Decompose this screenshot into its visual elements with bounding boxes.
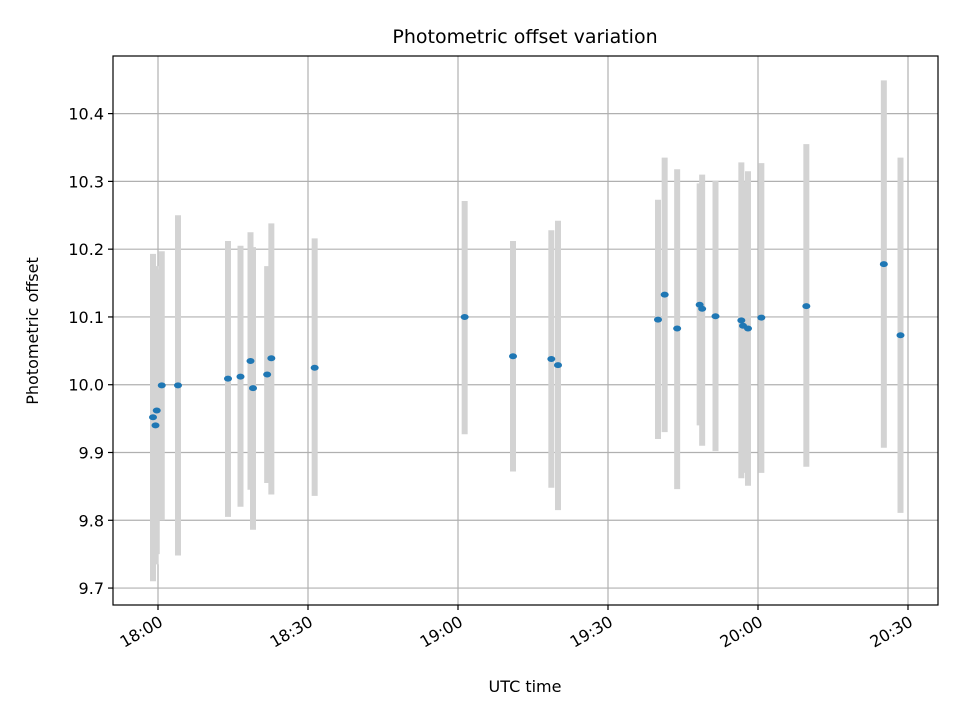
data-point <box>249 385 257 392</box>
y-tick-label: 9.8 <box>79 511 104 530</box>
data-point <box>757 314 766 321</box>
x-axis-label: UTC time <box>489 677 562 696</box>
data-point <box>744 325 752 332</box>
data-point <box>660 291 669 298</box>
y-tick-label: 10.4 <box>68 105 104 124</box>
data-point <box>157 382 166 389</box>
y-tick-label: 9.7 <box>79 579 104 598</box>
data-point <box>310 364 319 371</box>
data-point <box>236 373 245 380</box>
data-point <box>879 261 888 268</box>
data-point <box>267 355 276 362</box>
data-point <box>698 305 707 312</box>
plot-frame <box>112 55 939 606</box>
y-tick-label: 10.0 <box>68 376 104 395</box>
data-point <box>460 313 469 320</box>
data-point <box>151 422 160 429</box>
y-tick-label: 9.9 <box>79 444 104 463</box>
y-axis-label: Photometric offset <box>23 257 42 405</box>
data-point <box>152 407 161 414</box>
data-point <box>149 414 157 421</box>
data-point <box>737 317 746 324</box>
data-point <box>547 355 556 362</box>
data-point <box>673 325 682 332</box>
data-point <box>896 332 905 339</box>
y-tick-label: 10.2 <box>68 240 104 259</box>
data-point <box>654 316 662 323</box>
data-point <box>224 375 232 382</box>
y-tick-label: 10.3 <box>68 172 104 191</box>
y-tick-label: 10.1 <box>68 308 104 327</box>
data-point <box>263 371 272 378</box>
data-point <box>802 303 811 310</box>
y-axis-ticks: 9.7 9.8 9.9 10.0 10.1 10.2 10.3 10.4 <box>68 105 113 598</box>
data-point <box>711 313 720 320</box>
data-point <box>554 362 562 369</box>
data-point <box>246 358 255 364</box>
data-point <box>174 382 182 389</box>
data-points <box>149 261 905 429</box>
chart-title: Photometric offset variation <box>392 26 657 48</box>
data-point <box>509 353 517 360</box>
